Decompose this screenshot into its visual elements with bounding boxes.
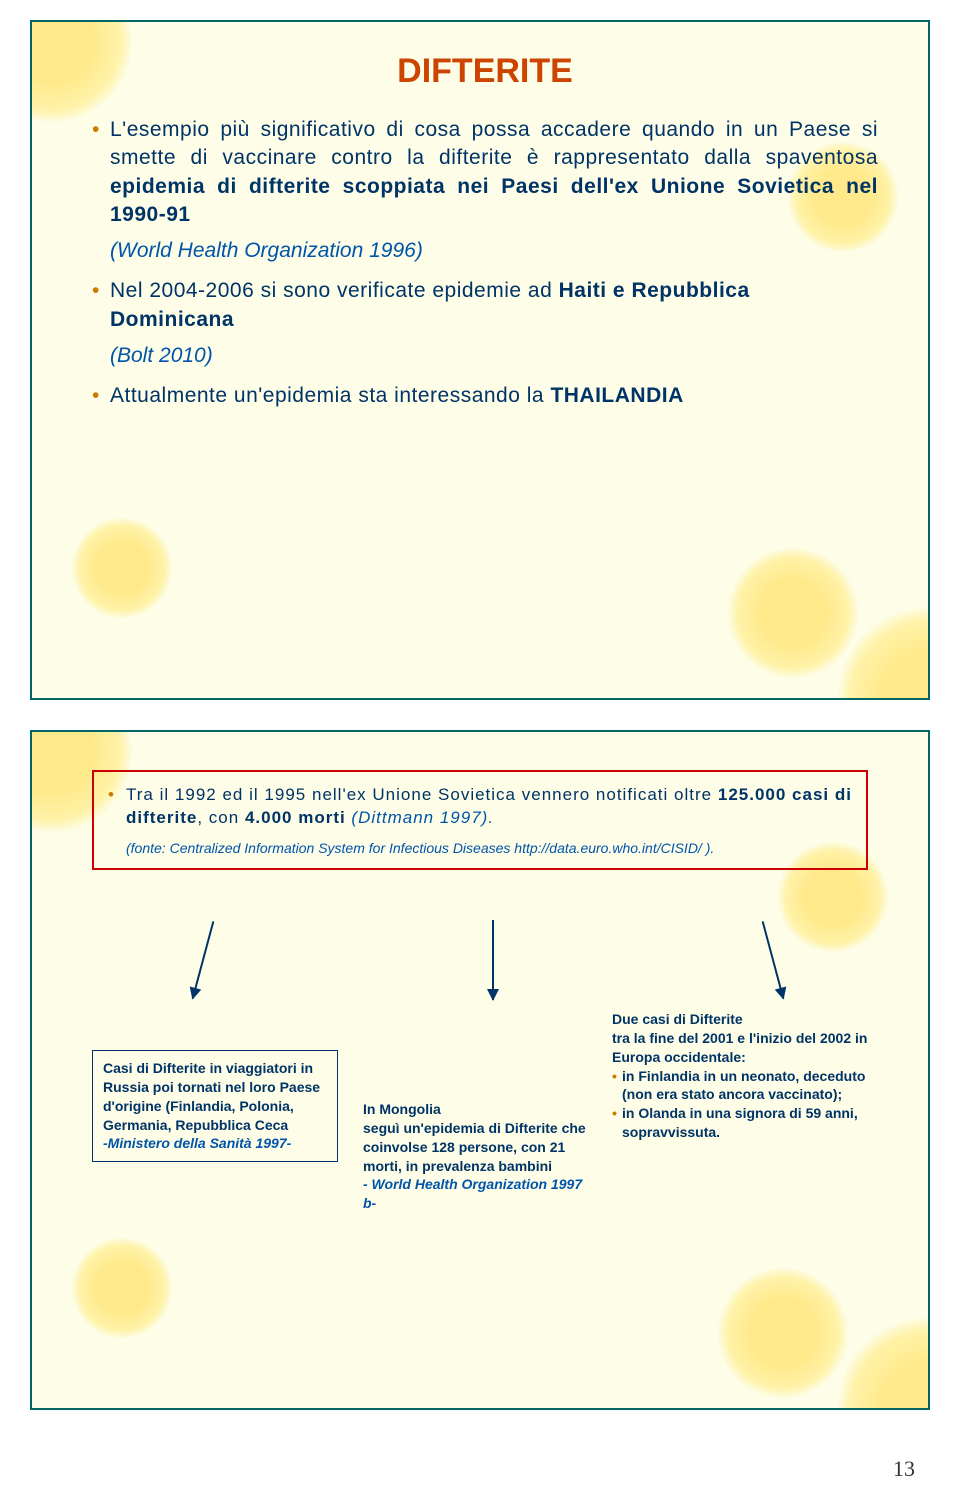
arrow-icon xyxy=(192,921,215,999)
bullet-list: L'esempio più significativo di cosa poss… xyxy=(92,116,878,410)
slide-2-content: Tra il 1992 ed il 1995 nell'ex Unione So… xyxy=(32,732,928,1241)
bullet-item: Tra il 1992 ed il 1995 nell'ex Unione So… xyxy=(108,784,852,830)
slide-2: Tra il 1992 ed il 1995 nell'ex Unione So… xyxy=(30,730,930,1410)
bullet-item: Nel 2004-2006 si sono verificate epidemi… xyxy=(92,277,878,334)
sun-decoration xyxy=(728,548,858,678)
citation: (World Health Organization 1996) xyxy=(92,239,878,263)
arrow-icon xyxy=(762,921,785,999)
page-number: 13 xyxy=(893,1456,915,1482)
sun-decoration xyxy=(72,518,172,618)
bullet-item: Attualmente un'epidemia sta interessando… xyxy=(92,382,878,410)
source-citation: (fonte: Centralized Information System f… xyxy=(108,840,852,856)
bullet-item: L'esempio più significativo di cosa poss… xyxy=(92,116,878,229)
slide-1-content: DIFTERITE L'esempio più significativo di… xyxy=(32,22,928,450)
arrow-row xyxy=(92,920,868,1040)
info-box-travelers: Casi di Difterite in viaggiatori in Russ… xyxy=(92,1050,338,1162)
arrow-icon xyxy=(492,920,494,1000)
slide-1: DIFTERITE L'esempio più significativo di… xyxy=(30,20,930,700)
highlight-box: Tra il 1992 ed il 1995 nell'ex Unione So… xyxy=(92,770,868,870)
bullet-text: Nel 2004-2006 si sono verificate epidemi… xyxy=(110,279,559,302)
sun-decoration xyxy=(718,1268,848,1398)
bullet-text: L'esempio più significativo di cosa poss… xyxy=(110,118,878,226)
citation-inline: (Dittmann 1997). xyxy=(346,808,494,827)
sub-bullet: in Finlandia in un neonato, deceduto (no… xyxy=(612,1067,868,1105)
info-boxes-row: Casi di Difterite in viaggiatori in Russ… xyxy=(57,1040,903,1213)
info-text: seguì un'epidemia di Difterite che coinv… xyxy=(363,1119,587,1176)
citation: - World Health Organization 1997 b- xyxy=(363,1175,587,1213)
citation: -Ministero della Sanità 1997- xyxy=(103,1134,327,1153)
info-text: Casi di Difterite in viaggiatori in Russ… xyxy=(103,1059,327,1135)
citation: (Bolt 2010) xyxy=(92,344,878,368)
bullet-bold: THAILANDIA xyxy=(550,384,683,407)
text-segment: Tra il 1992 ed il 1995 nell'ex Unione So… xyxy=(126,785,718,804)
bullet-text: Attualmente un'epidemia sta interessando… xyxy=(110,384,550,407)
info-box-mongolia: In Mongolia seguì un'epidemia di Difteri… xyxy=(363,1100,587,1213)
slide-title: DIFTERITE xyxy=(92,52,878,91)
bold-segment: 4.000 morti xyxy=(245,808,346,827)
sub-bullet: in Olanda in una signora di 59 anni, sop… xyxy=(612,1104,868,1142)
sun-decoration xyxy=(72,1238,172,1338)
text-segment: , con xyxy=(197,808,245,827)
sun-decoration xyxy=(838,1318,930,1410)
info-heading: In Mongolia xyxy=(363,1100,587,1119)
